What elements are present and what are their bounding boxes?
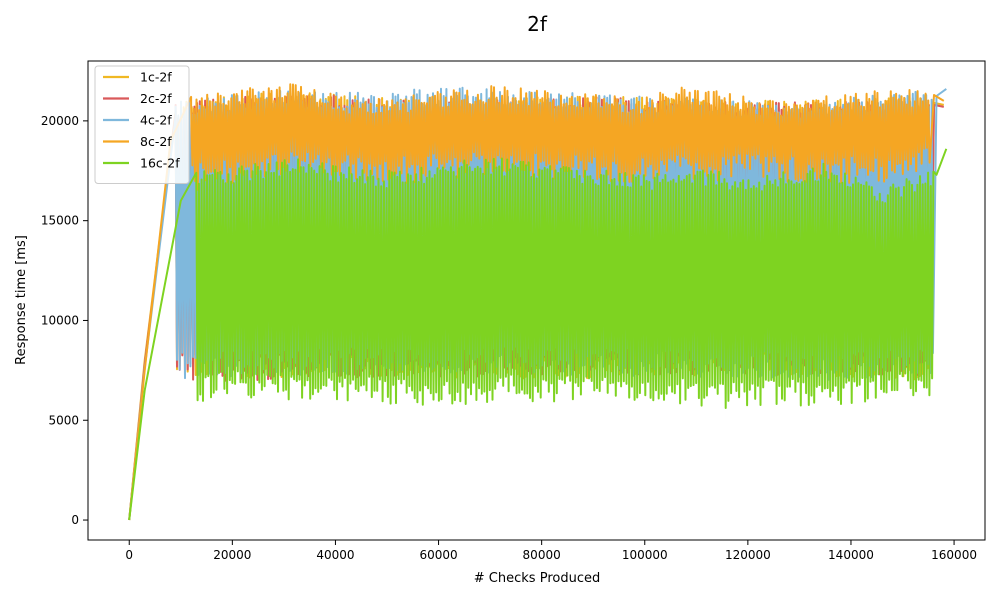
plot-area [128,83,948,521]
legend-label: 2c-2f [140,91,172,106]
series-line-16c-2f [128,148,948,521]
x-tick-label: 20000 [213,548,251,562]
y-tick-label: 5000 [48,413,79,427]
x-tick-label: 60000 [419,548,457,562]
y-tick-label: 0 [71,513,79,527]
legend-label: 8c-2f [140,134,172,149]
legend-label: 4c-2f [140,113,172,128]
plot-frame [87,60,986,541]
legend: 1c-2f 2c-2f 4c-2f 8c-2f 16c-2f [94,65,190,184]
x-tick-label: 160000 [931,548,977,562]
chart-title: 2f [527,12,548,36]
y-tick-label: 15000 [41,214,79,228]
x-axis: 0 20000 40000 60000 80000 100000 120000 140000 1… [125,540,977,562]
y-axis-label: Response time [ms] [14,235,29,365]
series-line-8c-2f [128,83,945,521]
y-tick-label: 20000 [41,114,79,128]
x-axis-label: # Checks Produced [474,571,600,586]
x-tick-label: 80000 [523,548,561,562]
x-tick-label: 100000 [622,548,668,562]
y-axis: 0 5000 10000 15000 20000 [41,114,88,527]
x-tick-label: 0 [125,548,133,562]
x-tick-label: 120000 [725,548,771,562]
legend-label: 16c-2f [140,156,180,171]
legend-box [94,65,190,184]
y-tick-label: 10000 [41,313,79,327]
legend-label: 1c-2f [140,70,172,85]
x-tick-label: 140000 [828,548,874,562]
x-tick-label: 40000 [316,548,354,562]
